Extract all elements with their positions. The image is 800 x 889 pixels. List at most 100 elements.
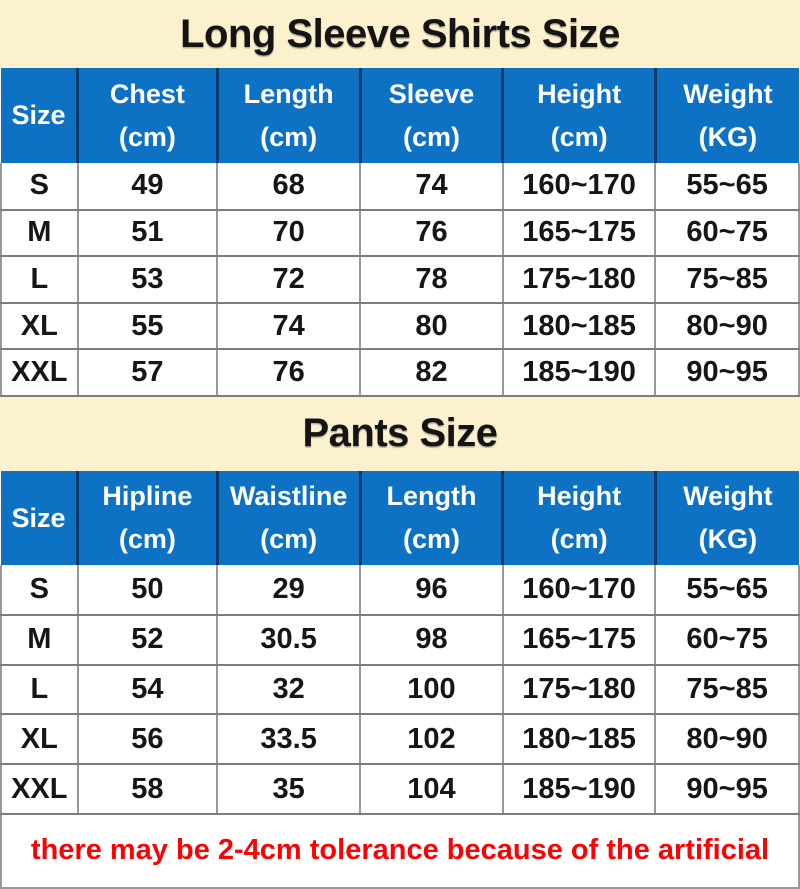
value-cell: 53	[76, 256, 218, 304]
size-cell: L	[0, 256, 78, 304]
value-cell: 100	[359, 664, 503, 716]
column-unit: (cm)	[118, 524, 176, 555]
value-cell: 72	[216, 256, 361, 304]
column-label: Weight	[683, 78, 773, 109]
value-cell: 102	[359, 714, 503, 766]
value-cell: 82	[359, 349, 503, 397]
column-label: Size	[11, 502, 66, 533]
table-row: XL 55 74 80 180~185 80~90	[0, 302, 800, 351]
pants-table-header: Size Hipline (cm) Waistline (cm) Length …	[1, 470, 799, 565]
value-cell: 90~95	[654, 349, 800, 397]
column-header-weight: Weight (KG)	[653, 470, 799, 565]
value-cell: 90~95	[654, 764, 800, 815]
value-cell: 55~65	[654, 564, 800, 616]
value-cell: 175~180	[501, 256, 656, 304]
column-header-length: Length (cm)	[358, 470, 503, 565]
value-cell: 35	[216, 764, 361, 815]
value-cell: 56	[76, 714, 218, 766]
value-cell: 58	[76, 764, 218, 815]
value-cell: 80~90	[654, 714, 800, 766]
column-label: Waistline	[229, 481, 348, 512]
column-unit: (cm)	[260, 524, 318, 555]
column-header-weight: Weight (KG)	[653, 68, 799, 163]
value-cell: 33.5	[216, 714, 361, 766]
size-cell: XL	[0, 302, 78, 351]
table-row: L 54 32 100 175~180 75~85	[0, 664, 800, 716]
column-label: Hipline	[102, 481, 193, 512]
tolerance-note: there may be 2-4cm tolerance because of …	[0, 814, 800, 889]
size-cell: XL	[0, 714, 78, 766]
value-cell: 74	[359, 163, 503, 211]
value-cell: 160~170	[501, 564, 656, 616]
column-unit: (cm)	[550, 524, 608, 555]
header-row: Size Hipline (cm) Waistline (cm) Length …	[1, 470, 799, 565]
shirts-size-table: Size Chest (cm) Length (cm) Sleeve (cm) …	[0, 68, 800, 397]
pants-section-title: Pants Size	[0, 396, 800, 471]
value-cell: 75~85	[654, 256, 800, 304]
column-label: Sleeve	[388, 78, 475, 109]
value-cell: 60~75	[654, 614, 800, 666]
value-cell: 76	[216, 349, 361, 397]
column-unit: (KG)	[698, 122, 758, 152]
column-label: Length	[243, 78, 334, 109]
column-header-waistline: Waistline (cm)	[215, 470, 361, 565]
value-cell: 60~75	[654, 209, 800, 258]
column-label: Height	[537, 481, 622, 512]
pants-table-body: S 50 29 96 160~170 55~65 M 52 30.5 98 16…	[0, 564, 800, 815]
size-cell: M	[0, 614, 78, 666]
column-unit: (cm)	[260, 122, 318, 152]
value-cell: 51	[76, 209, 218, 258]
value-cell: 185~190	[501, 349, 656, 397]
value-cell: 165~175	[501, 209, 656, 258]
value-cell: 52	[76, 614, 218, 666]
value-cell: 96	[359, 564, 503, 616]
table-row: L 53 72 78 175~180 75~85	[0, 256, 800, 304]
table-row: XXL 57 76 82 185~190 90~95	[0, 349, 800, 397]
column-header-chest: Chest (cm)	[76, 68, 218, 163]
value-cell: 165~175	[501, 614, 656, 666]
value-cell: 49	[76, 163, 218, 211]
value-cell: 180~185	[501, 302, 656, 351]
size-cell: XXL	[0, 349, 78, 397]
column-header-height: Height (cm)	[501, 68, 656, 163]
value-cell: 80~90	[654, 302, 800, 351]
value-cell: 76	[359, 209, 503, 258]
column-label: Length	[386, 481, 477, 512]
size-cell: M	[0, 209, 78, 258]
size-cell: S	[0, 564, 78, 616]
column-label: Size	[11, 100, 66, 131]
table-row: S 50 29 96 160~170 55~65	[0, 564, 800, 616]
column-header-size: Size	[1, 68, 78, 163]
column-label: Weight	[683, 481, 773, 512]
size-cell: L	[0, 664, 78, 716]
size-cell: S	[0, 163, 78, 211]
pants-size-table: Size Hipline (cm) Waistline (cm) Length …	[0, 470, 800, 815]
value-cell: 74	[216, 302, 361, 351]
table-row: S 49 68 74 160~170 55~65	[0, 163, 800, 211]
value-cell: 55~65	[654, 163, 800, 211]
table-row: XXL 58 35 104 185~190 90~95	[0, 764, 800, 815]
value-cell: 57	[76, 349, 218, 397]
table-row: XL 56 33.5 102 180~185 80~90	[0, 714, 800, 766]
value-cell: 104	[359, 764, 503, 815]
column-label: Chest	[109, 78, 185, 109]
value-cell: 54	[76, 664, 218, 716]
value-cell: 160~170	[501, 163, 656, 211]
value-cell: 50	[76, 564, 218, 616]
column-unit: (cm)	[402, 122, 460, 152]
value-cell: 75~85	[654, 664, 800, 716]
value-cell: 70	[216, 209, 361, 258]
value-cell: 29	[216, 564, 361, 616]
value-cell: 185~190	[501, 764, 656, 815]
table-row: M 51 70 76 165~175 60~75	[0, 209, 800, 258]
shirts-table-header: Size Chest (cm) Length (cm) Sleeve (cm) …	[1, 68, 799, 163]
value-cell: 68	[216, 163, 361, 211]
table-row: M 52 30.5 98 165~175 60~75	[0, 614, 800, 666]
value-cell: 78	[359, 256, 503, 304]
column-header-sleeve: Sleeve (cm)	[358, 68, 503, 163]
column-header-length: Length (cm)	[215, 68, 361, 163]
value-cell: 98	[359, 614, 503, 666]
column-unit: (cm)	[118, 122, 176, 152]
header-row: Size Chest (cm) Length (cm) Sleeve (cm) …	[1, 68, 799, 163]
value-cell: 32	[216, 664, 361, 716]
